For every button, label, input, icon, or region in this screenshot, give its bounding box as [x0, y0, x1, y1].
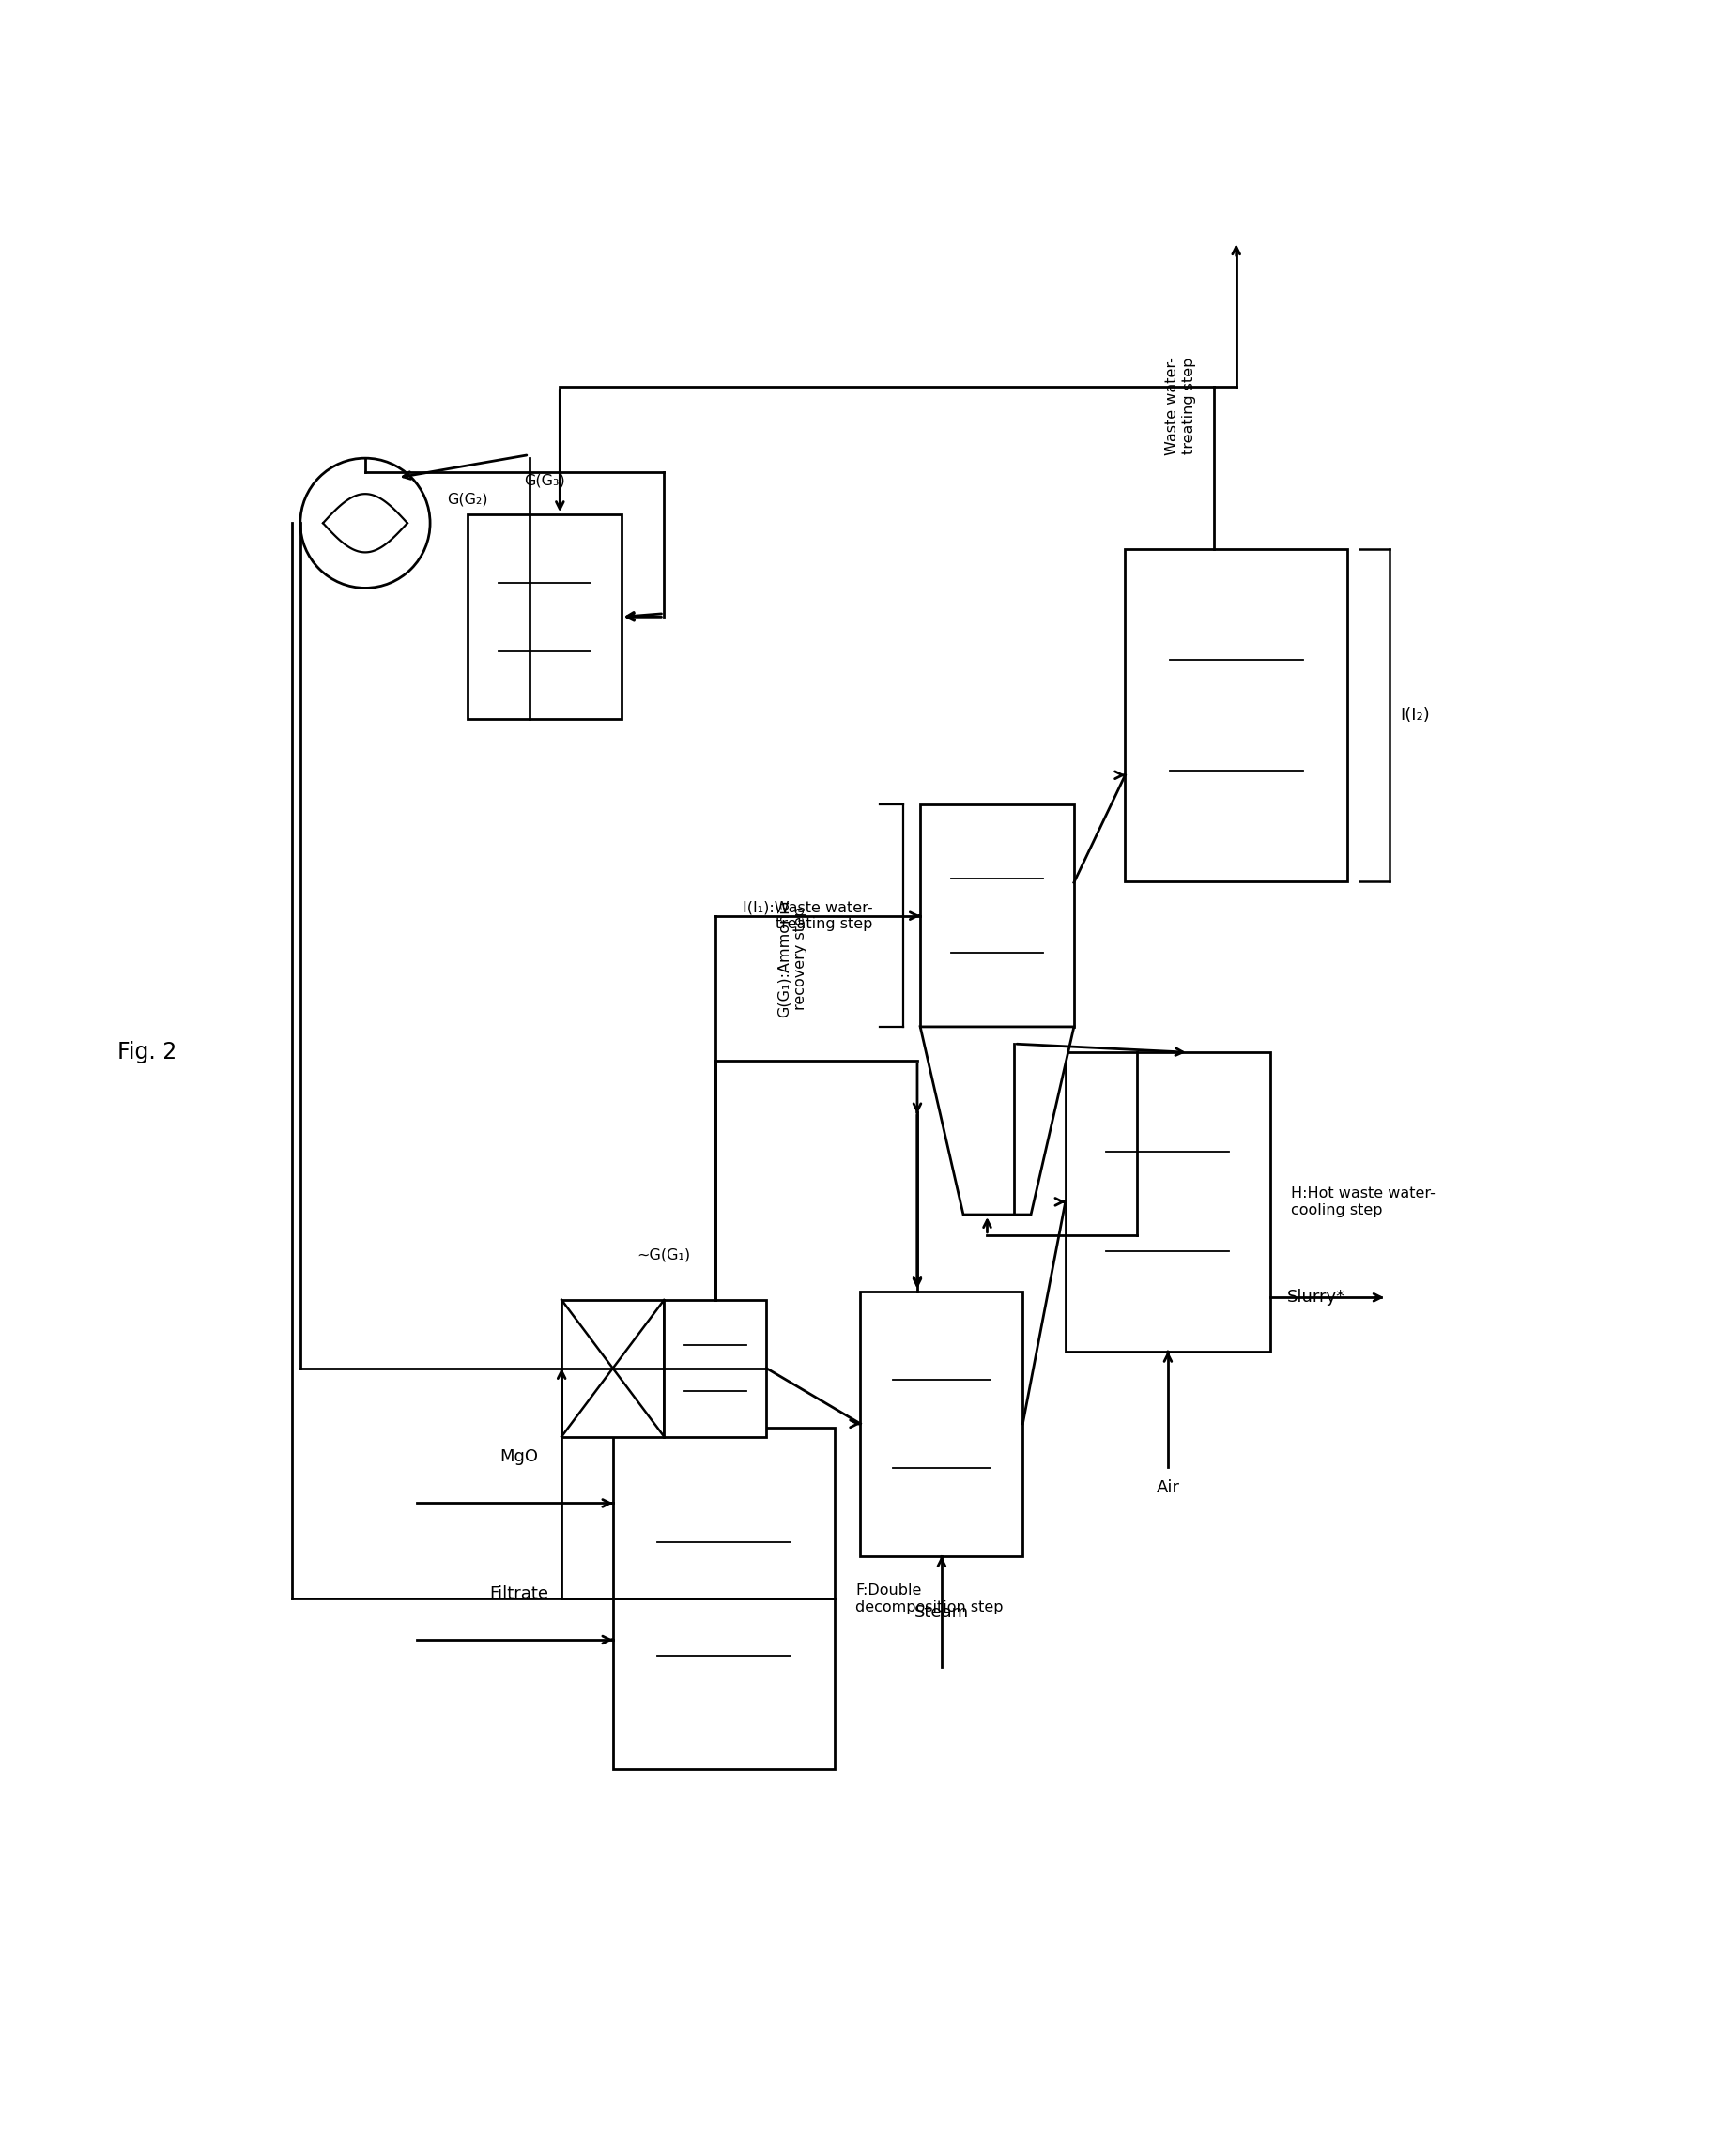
Text: I(I₂): I(I₂): [1400, 707, 1429, 724]
Circle shape: [299, 459, 430, 589]
Bar: [664, 1300, 765, 1436]
Text: G(G₁):Ammonia
recovery step: G(G₁):Ammonia recovery step: [776, 899, 807, 1018]
Text: G(G₂): G(G₂): [447, 492, 488, 507]
Text: G(G₃): G(G₃): [523, 472, 564, 487]
Text: Fig. 2: Fig. 2: [117, 1041, 177, 1063]
Text: I(I₁):Waste water-
treating step: I(I₁):Waste water- treating step: [741, 901, 872, 931]
Text: H:Hot waste water-
cooling step: H:Hot waste water- cooling step: [1290, 1186, 1434, 1216]
Bar: [1065, 1052, 1269, 1352]
Bar: [920, 804, 1073, 1026]
Text: Air: Air: [1156, 1479, 1178, 1496]
Bar: [860, 1291, 1022, 1557]
Polygon shape: [920, 1026, 1073, 1214]
Text: Slurry*: Slurry*: [1287, 1289, 1345, 1307]
Text: Filtrate: Filtrate: [488, 1585, 549, 1602]
Bar: [561, 1300, 664, 1436]
Bar: [612, 1427, 834, 1770]
Text: MgO: MgO: [499, 1449, 538, 1466]
Text: ~G(G₁): ~G(G₁): [636, 1248, 690, 1263]
Text: Waste water-
treating step: Waste water- treating step: [1164, 356, 1195, 455]
Bar: [1125, 548, 1347, 882]
Text: Steam: Steam: [913, 1604, 968, 1621]
Text: F:Double
decomposition step: F:Double decomposition step: [855, 1583, 1003, 1615]
Bar: [468, 515, 621, 720]
